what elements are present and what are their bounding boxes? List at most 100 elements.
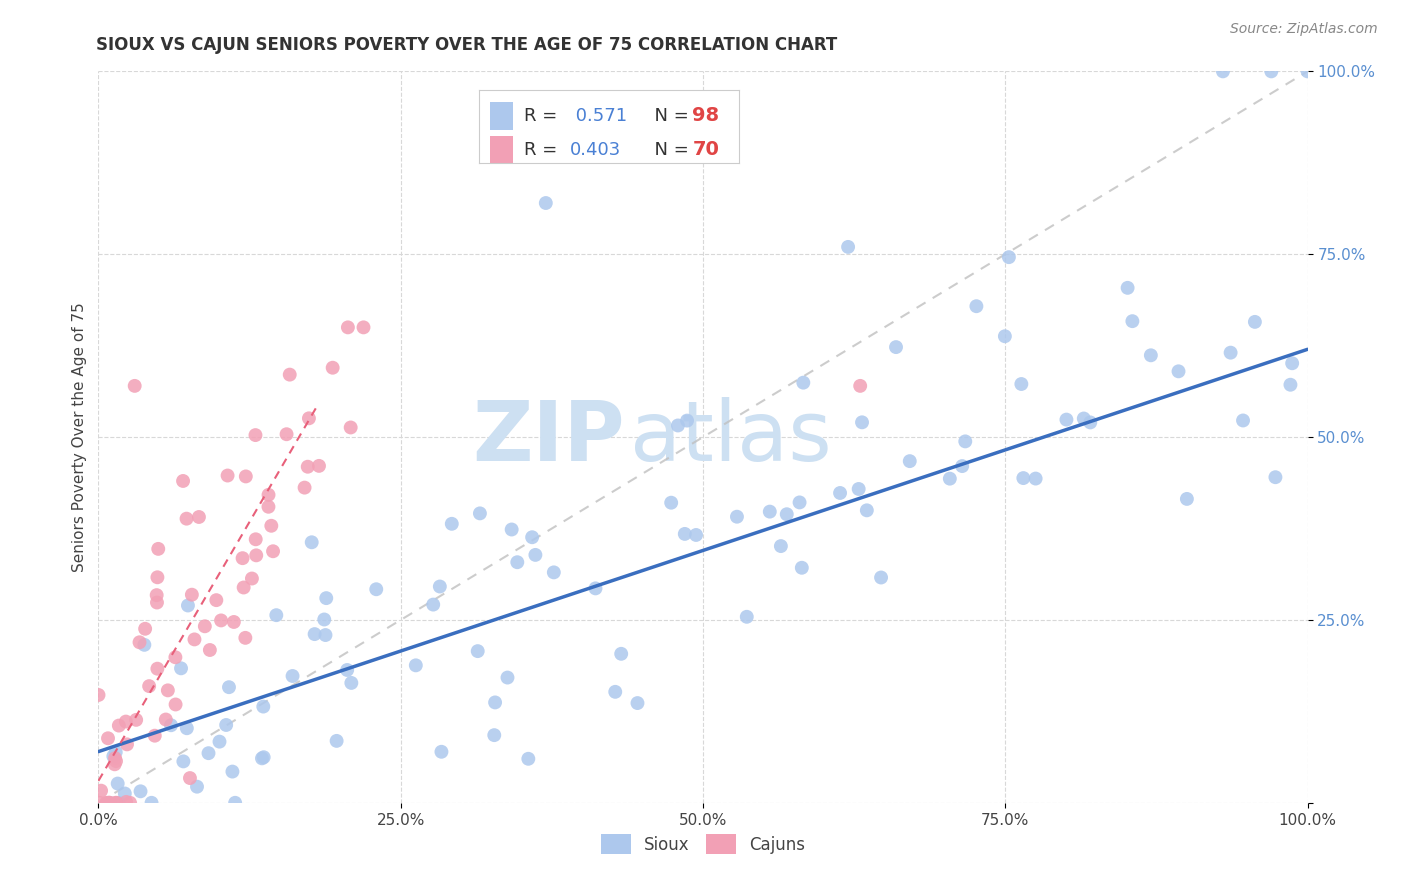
Point <box>250 751 273 765</box>
Point <box>221 764 243 779</box>
Point <box>848 482 870 496</box>
Point <box>180 588 202 602</box>
Y-axis label: Seniors Poverty Over the Age of 75: Seniors Poverty Over the Age of 75 <box>72 302 87 572</box>
Point <box>103 749 125 764</box>
Point <box>208 734 231 748</box>
Point <box>245 533 267 547</box>
Point <box>218 680 240 694</box>
Point <box>148 541 170 556</box>
Point <box>215 718 238 732</box>
Point <box>789 495 811 509</box>
Point <box>484 728 506 742</box>
Point <box>105 796 128 810</box>
Point <box>308 458 330 473</box>
Point <box>187 510 209 524</box>
Point <box>134 622 156 636</box>
Point <box>98 796 121 810</box>
Point <box>1140 348 1163 362</box>
Point <box>160 718 183 732</box>
Point <box>176 721 198 735</box>
Point <box>198 643 221 657</box>
Point <box>340 676 363 690</box>
Point <box>108 718 131 732</box>
Point <box>336 663 359 677</box>
Point <box>87 688 110 702</box>
Point <box>1010 377 1032 392</box>
Point <box>278 368 301 382</box>
Point <box>955 434 977 449</box>
Point <box>297 459 319 474</box>
Point <box>759 505 782 519</box>
Point <box>315 591 337 606</box>
Point <box>186 780 208 794</box>
Point <box>467 644 489 658</box>
Text: SIOUX VS CAJUN SENIORS POVERTY OVER THE AGE OF 75 CORRELATION CHART: SIOUX VS CAJUN SENIORS POVERTY OVER THE … <box>96 36 837 54</box>
Point <box>1121 314 1143 328</box>
Point <box>405 658 427 673</box>
Point <box>1232 413 1254 427</box>
Point <box>98 796 121 810</box>
Point <box>134 638 156 652</box>
Point <box>183 632 205 647</box>
Point <box>257 488 280 502</box>
Point <box>172 474 194 488</box>
Point <box>257 500 280 514</box>
Point <box>735 609 758 624</box>
Point <box>124 379 146 393</box>
Point <box>1025 472 1047 486</box>
Point <box>1073 411 1095 425</box>
Point <box>138 679 160 693</box>
Point <box>143 729 166 743</box>
Point <box>260 518 283 533</box>
Point <box>496 671 519 685</box>
Point <box>115 795 138 809</box>
Point <box>884 340 907 354</box>
Point <box>235 631 257 645</box>
Point <box>1281 356 1303 370</box>
Point <box>501 523 523 537</box>
Point <box>105 754 128 768</box>
Point <box>998 250 1021 264</box>
Point <box>156 683 179 698</box>
Point <box>685 528 707 542</box>
Point <box>146 662 169 676</box>
Point <box>769 539 792 553</box>
Point <box>430 745 453 759</box>
Point <box>851 415 873 429</box>
Point <box>129 784 152 798</box>
Point <box>725 509 748 524</box>
Point <box>1244 315 1267 329</box>
Point <box>170 661 193 675</box>
Point <box>520 530 543 544</box>
Point <box>790 561 813 575</box>
Point <box>222 615 245 629</box>
Point <box>1264 470 1286 484</box>
Point <box>232 551 254 566</box>
Point <box>849 379 872 393</box>
Point <box>128 635 150 649</box>
Point <box>266 608 288 623</box>
Point <box>314 628 336 642</box>
Point <box>1279 377 1302 392</box>
Point <box>605 685 627 699</box>
Point <box>429 580 451 594</box>
Point <box>1116 281 1139 295</box>
Point <box>89 796 111 810</box>
Point <box>176 511 198 525</box>
Point <box>301 535 323 549</box>
Text: ZIP: ZIP <box>472 397 624 477</box>
Point <box>517 752 540 766</box>
Point <box>534 196 557 211</box>
Point <box>585 582 607 596</box>
Point <box>294 481 316 495</box>
Point <box>145 588 167 602</box>
Point <box>939 472 962 486</box>
Legend: Sioux, Cajuns: Sioux, Cajuns <box>593 828 813 860</box>
Point <box>217 468 239 483</box>
Point <box>115 714 138 729</box>
Point <box>115 737 138 751</box>
Point <box>304 627 326 641</box>
Point <box>94 796 117 810</box>
Point <box>104 796 127 810</box>
Point <box>1212 64 1234 78</box>
